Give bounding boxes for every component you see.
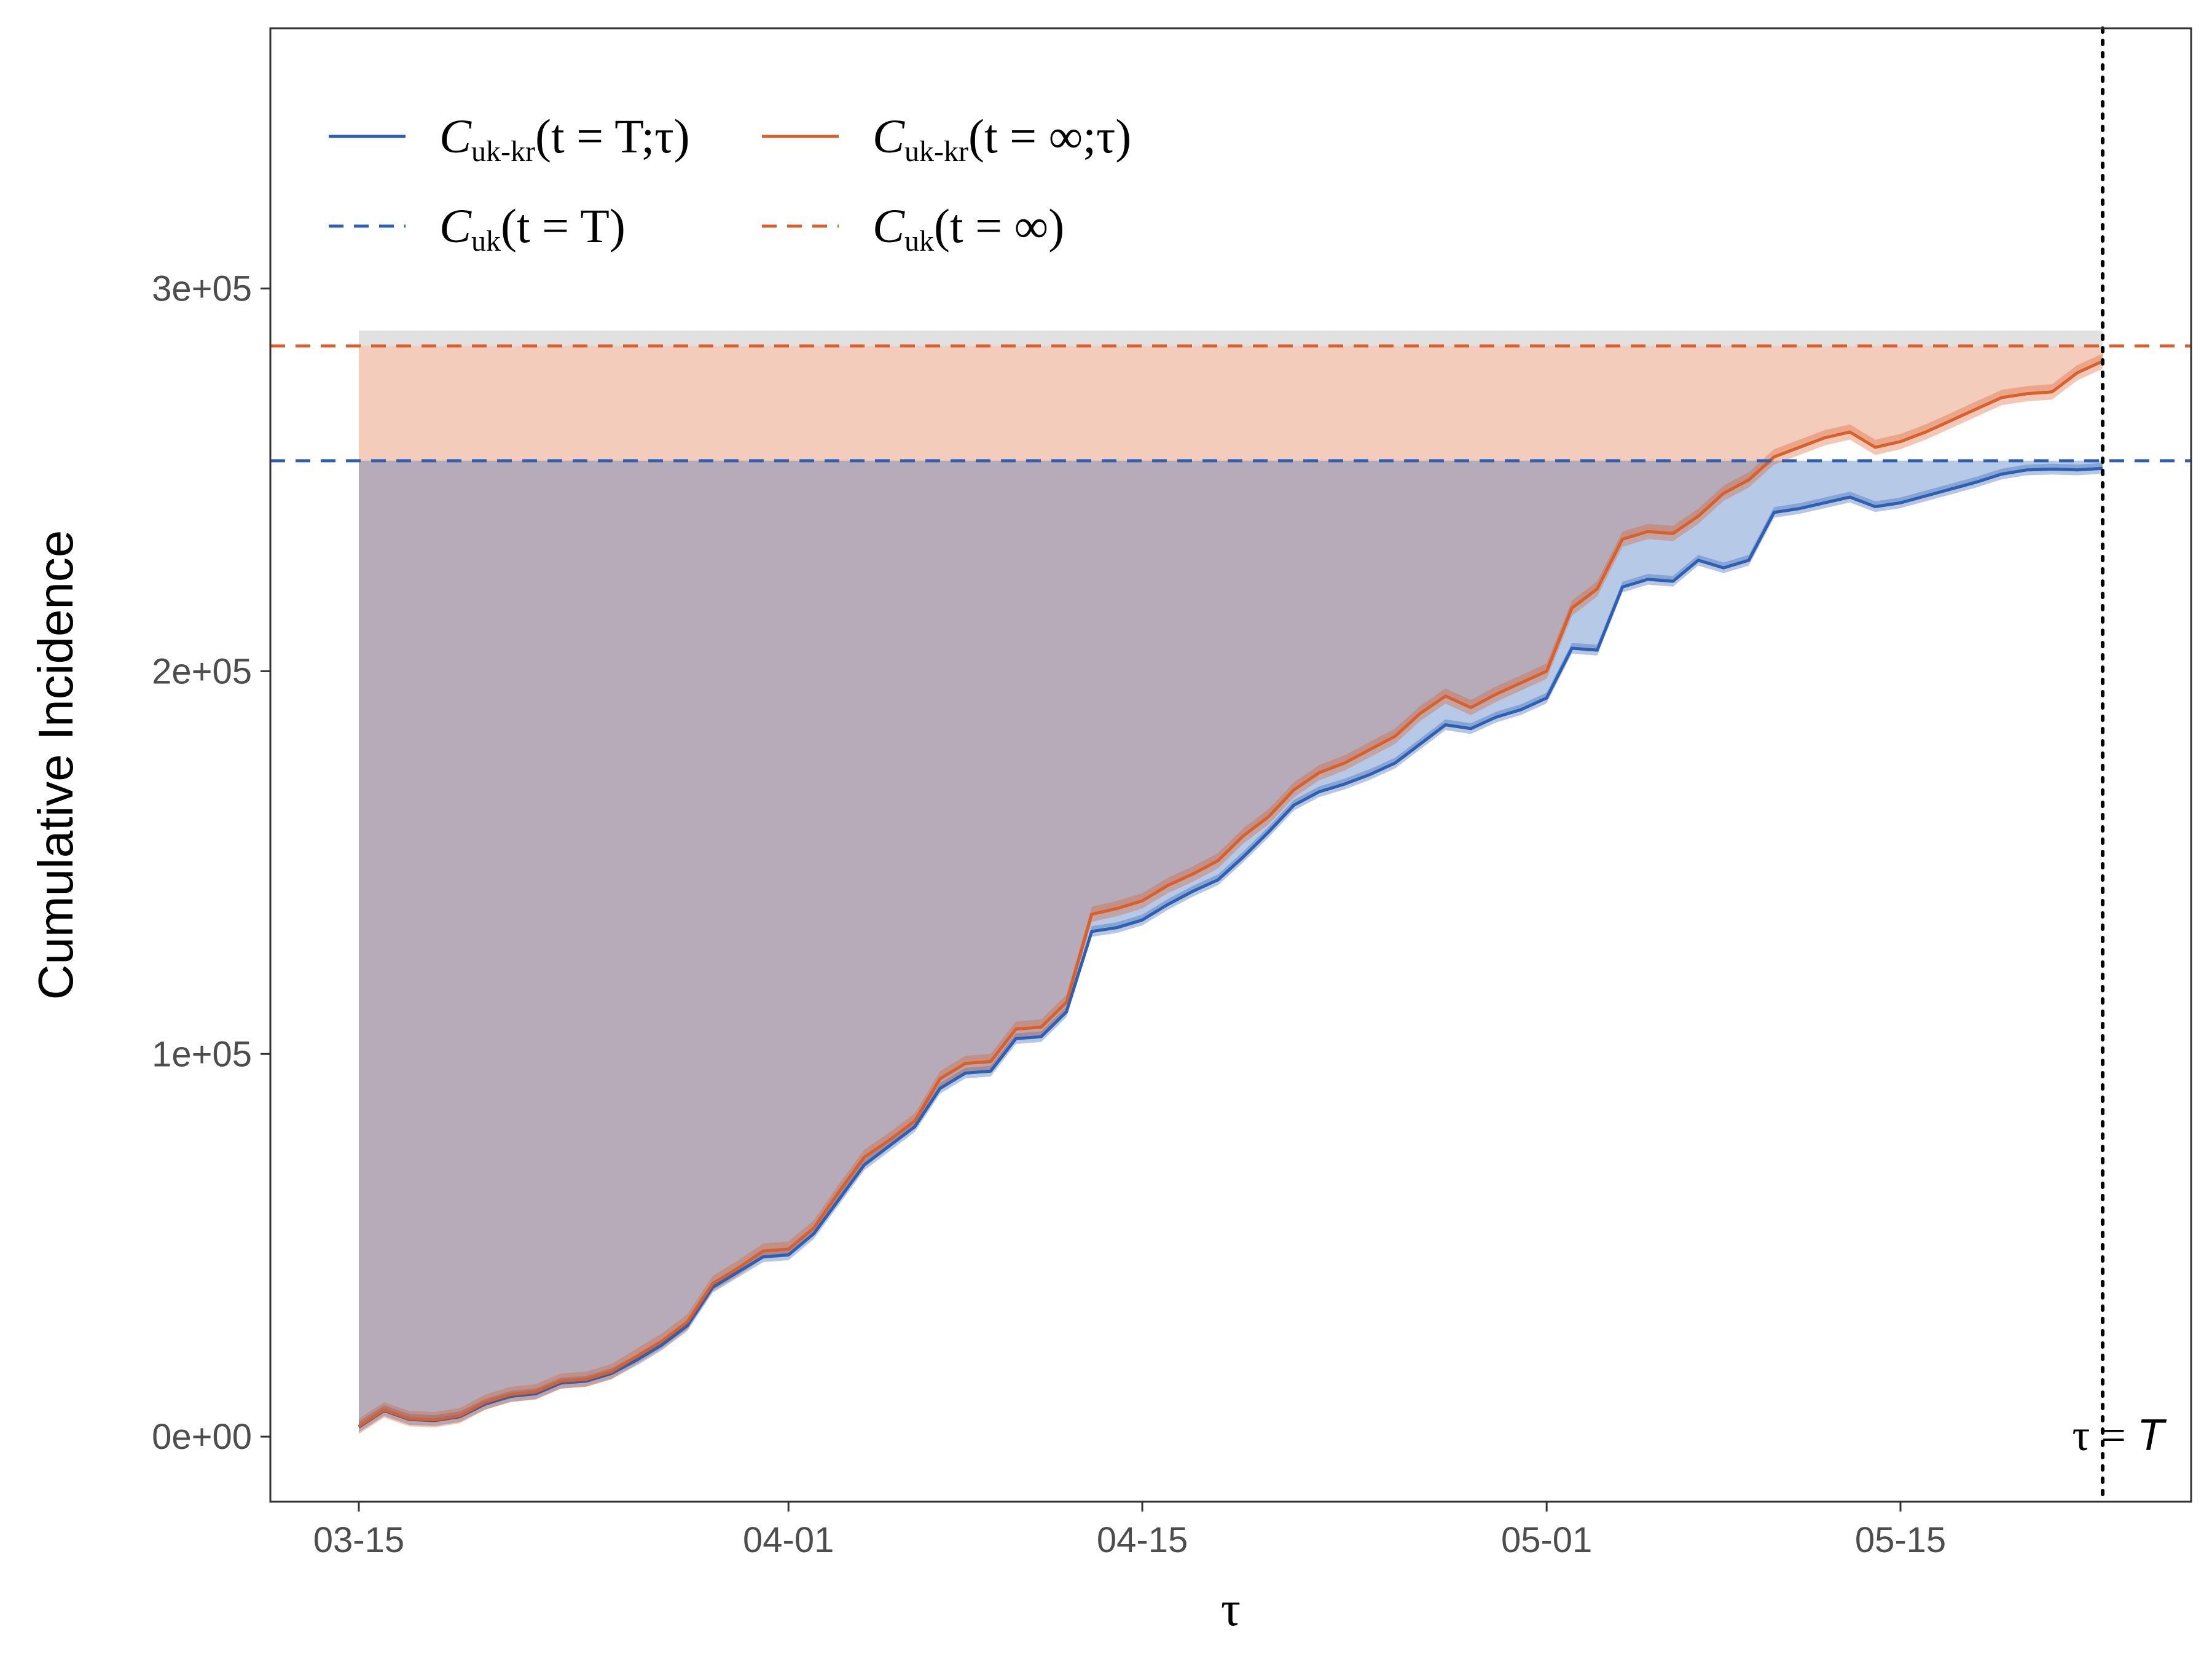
x-tick-label: 05-01 [1501,1520,1592,1560]
legend-label-1: Cuk-kr(t = T;τ) [439,109,690,168]
x-axis-label: τ [1221,1582,1241,1636]
series-line-uk-kr-t-infinity [358,359,2104,1428]
area-fill-overlap [359,460,2103,1427]
y-tick-label: 0e+00 [152,1417,252,1457]
legend-label-2: Cuk-kr(t = ∞;τ) [873,109,1131,168]
y-tick-label: 3e+05 [152,269,252,309]
x-tick-label: 05-15 [1855,1520,1946,1560]
legend-label-3: Cuk(t = T) [439,199,626,257]
legend-label-4: Cuk(t = ∞) [873,199,1064,257]
x-tick-label: 03-15 [313,1520,404,1560]
tau-equals-T-annotation: τ = T [2073,1411,2168,1460]
y-tick-label: 1e+05 [152,1034,252,1074]
series-line-uk-kr-t-T [358,466,2103,1429]
plot-panel-border [269,27,2192,1503]
x-tick-label: 04-01 [743,1520,834,1560]
y-tick-label: 2e+05 [152,651,252,691]
legend: Cuk-kr(t = T;τ) Cuk-kr(t = ∞;τ) Cuk(t = T)… [329,109,1131,257]
y-axis-label: Cumulative Incidence [28,530,83,1000]
x-tick-label: 04-15 [1097,1520,1188,1560]
